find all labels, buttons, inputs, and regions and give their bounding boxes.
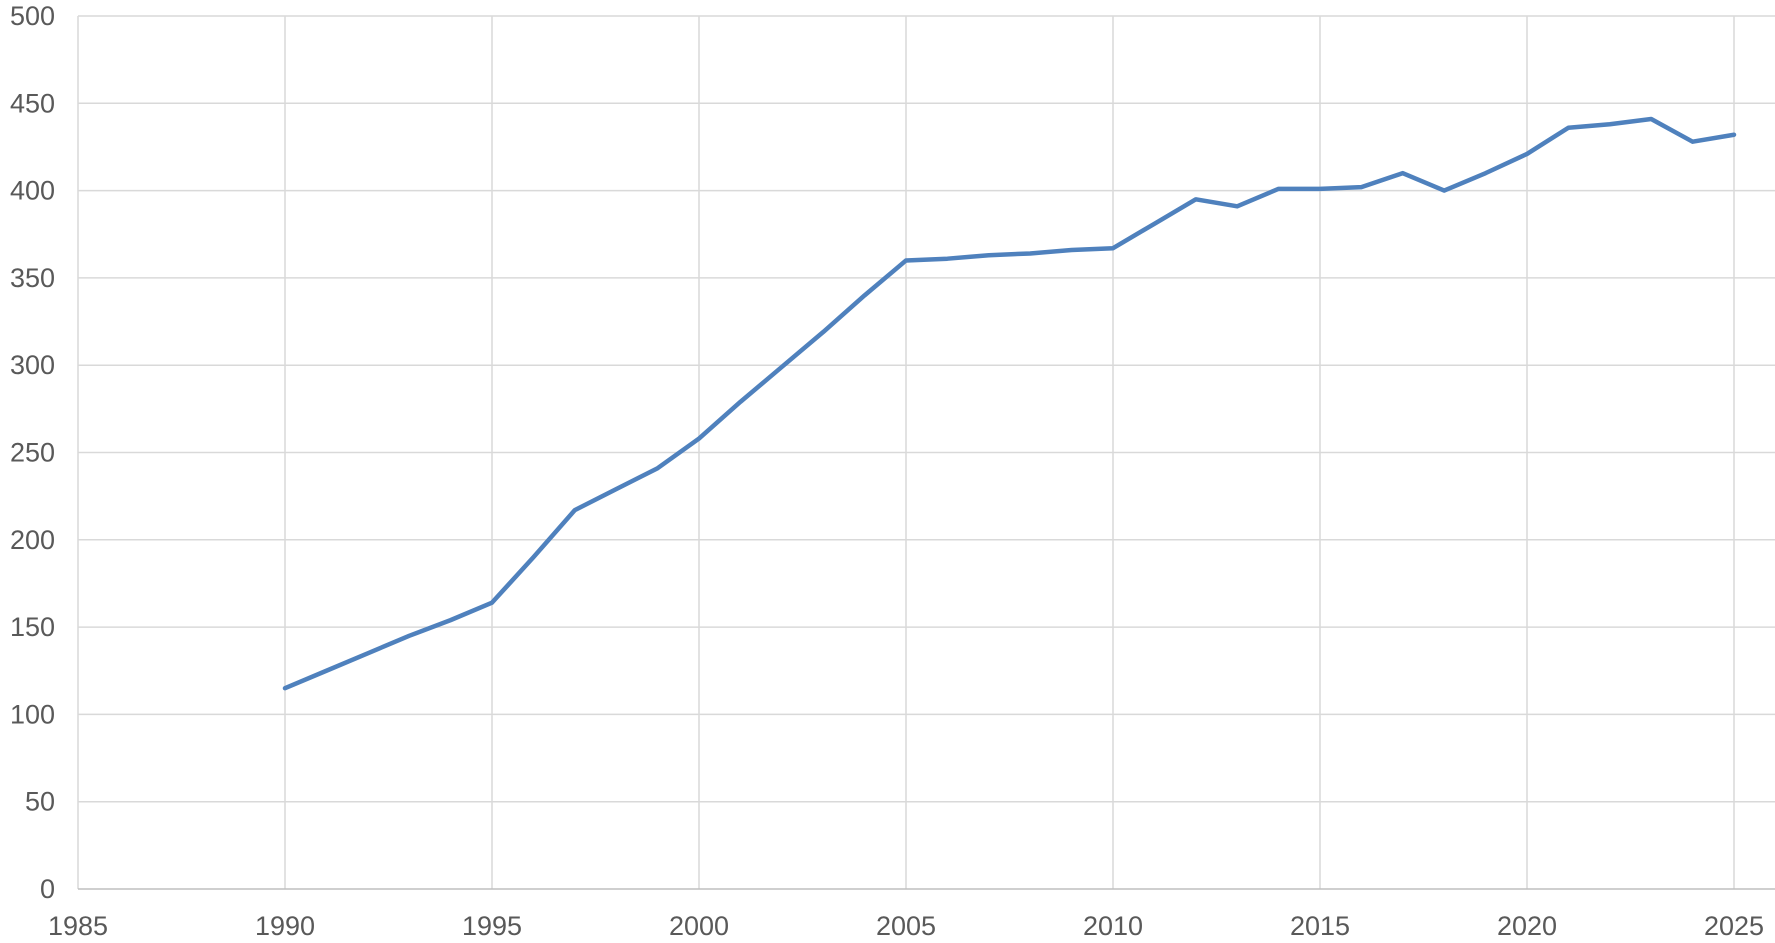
y-axis-tick-label: 100 (10, 699, 55, 729)
y-axis-tick-label: 300 (10, 350, 55, 380)
y-axis-tick-label: 50 (25, 787, 55, 817)
x-axis-tick-label: 2005 (876, 911, 936, 941)
x-axis-tick-label: 1985 (48, 911, 108, 941)
x-axis-tick-label: 2010 (1083, 911, 1143, 941)
x-axis-tick-label: 2020 (1497, 911, 1557, 941)
y-axis-tick-label: 450 (10, 88, 55, 118)
y-axis-tick-label: 500 (10, 1, 55, 31)
x-axis-tick-label: 1995 (462, 911, 522, 941)
x-axis-tick-label: 2015 (1290, 911, 1350, 941)
data-series-line (282, 116, 1737, 691)
y-axis-tick-label: 250 (10, 438, 55, 468)
y-axis-tick-label: 350 (10, 263, 55, 293)
y-axis-tick-label: 200 (10, 525, 55, 555)
x-axis-tick-label: 2025 (1704, 911, 1764, 941)
y-axis-tick-label: 150 (10, 612, 55, 642)
y-axis-tick-label: 400 (10, 176, 55, 206)
x-axis-tick-label: 1990 (255, 911, 315, 941)
x-axis-tick-label: 2000 (669, 911, 729, 941)
y-axis-tick-label: 0 (40, 874, 55, 904)
